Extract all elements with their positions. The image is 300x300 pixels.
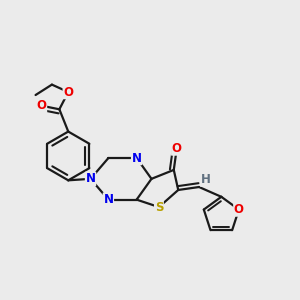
- Text: H: H: [201, 173, 211, 186]
- Text: O: O: [37, 99, 46, 112]
- Text: S: S: [155, 201, 163, 214]
- Text: O: O: [172, 142, 182, 155]
- Text: N: N: [132, 152, 142, 164]
- Text: N: N: [85, 172, 96, 185]
- Text: N: N: [103, 193, 113, 206]
- Text: O: O: [63, 85, 73, 98]
- Text: O: O: [234, 203, 244, 216]
